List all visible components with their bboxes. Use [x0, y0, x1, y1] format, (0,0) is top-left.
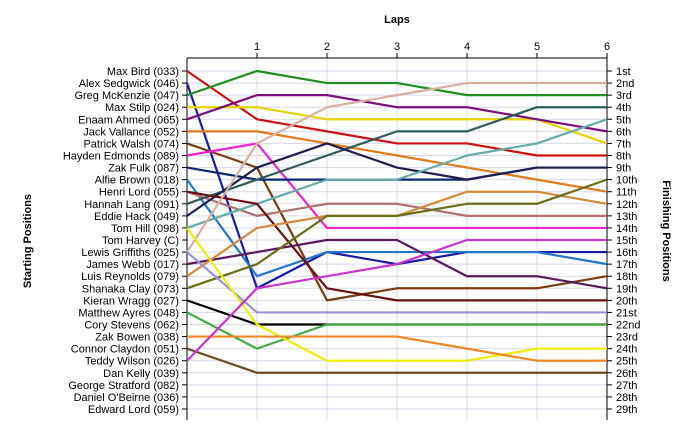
starting-driver-labels: Max Bird (033)Alex Sedgwick (046)Greg Mc… — [63, 66, 179, 416]
series-line — [186, 238, 608, 290]
finishing-position-label: 13th — [616, 211, 637, 223]
driver-label: Teddy Wilson (026) — [85, 356, 179, 368]
driver-label: Hannah Lang (091) — [84, 199, 179, 211]
lap-tick-label: 6 — [604, 41, 610, 53]
finishing-position-label: 11th — [616, 187, 637, 199]
finishing-position-label: 2nd — [616, 78, 634, 90]
series-lines — [185, 69, 608, 374]
driver-label: Tom Harvey (C) — [102, 235, 179, 247]
lap-tick-label: 3 — [394, 41, 400, 53]
series-line — [186, 190, 607, 302]
finishing-position-label: 9th — [616, 163, 631, 175]
finishing-position-label: 6th — [616, 126, 631, 138]
driver-label: James Webb (017) — [86, 259, 179, 271]
finishing-position-label: 8th — [616, 151, 631, 163]
finishing-position-label: 23rd — [616, 332, 638, 344]
finishing-position-label: 20th — [616, 295, 637, 307]
driver-label: Cory Stevens (062) — [84, 320, 179, 332]
driver-label: Greg McKenzie (047) — [74, 90, 179, 102]
lap-tick-label: 5 — [534, 41, 540, 53]
driver-label: Max Stilp (024) — [105, 102, 179, 114]
series-line — [186, 178, 608, 290]
finishing-position-label: 22nd — [616, 320, 640, 332]
driver-label: Lewis Griffiths (025) — [81, 247, 179, 259]
series-line — [186, 227, 607, 362]
finishing-position-label: 24th — [616, 344, 637, 356]
driver-label: Hayden Edmonds (089) — [63, 151, 179, 163]
series-line — [186, 81, 607, 253]
chart-title: Laps — [384, 14, 410, 26]
finishing-position-label: 27th — [616, 380, 637, 392]
finishing-position-labels: 1st2nd3rd4th5th6th7th8th9th10th11th12th1… — [616, 66, 640, 416]
finishing-position-label: 12th — [616, 199, 637, 211]
driver-label: Shanaka Clay (073) — [82, 283, 179, 295]
series-line — [186, 347, 607, 374]
finishing-position-label: 21st — [616, 307, 637, 319]
lap-tick-label: 1 — [254, 41, 260, 53]
series-line — [186, 178, 608, 278]
driver-label: Edward Lord (059) — [88, 404, 179, 416]
series-line — [186, 142, 607, 217]
driver-label: Zak Fulk (087) — [108, 163, 179, 175]
driver-label: Alfie Brown (018) — [95, 175, 179, 187]
driver-label: Max Bird (033) — [107, 66, 179, 78]
driver-label: Eddie Hack (049) — [94, 211, 179, 223]
series-line — [186, 70, 607, 157]
finishing-position-label: 16th — [616, 247, 637, 259]
finishing-position-label: 3rd — [616, 90, 632, 102]
driver-label: Luis Reynolds (079) — [81, 271, 179, 283]
finishing-position-label: 18th — [616, 271, 637, 283]
driver-label: Kieran Wragg (027) — [83, 295, 179, 307]
driver-label: Matthew Ayres (048) — [78, 307, 179, 319]
series-line — [186, 311, 607, 350]
driver-label: George Stratford (082) — [68, 380, 179, 392]
finishing-position-label: 19th — [616, 283, 637, 295]
finishing-position-label: 5th — [616, 114, 631, 126]
driver-label: Dan Kelly (039) — [103, 368, 179, 380]
series-line — [187, 130, 608, 193]
finishing-positions-label: Finishing Positions — [660, 180, 672, 281]
finishing-position-label: 1st — [616, 66, 631, 78]
finishing-position-label: 14th — [616, 223, 637, 235]
finishing-position-label: 10th — [616, 175, 637, 187]
driver-label: Enaam Ahmed (065) — [78, 114, 179, 126]
finishing-position-label: 25th — [616, 356, 637, 368]
series-line — [186, 94, 608, 133]
finishing-position-label: 17th — [616, 259, 637, 271]
series-line — [186, 190, 607, 217]
series-line — [186, 251, 607, 314]
driver-label: Jack Vallance (052) — [83, 126, 179, 138]
finishing-position-label: 29th — [616, 404, 637, 416]
driver-label: Patrick Walsh (074) — [83, 138, 179, 150]
driver-label: Alex Sedgwick (046) — [79, 78, 179, 90]
finishing-position-label: 7th — [616, 138, 631, 150]
starting-positions-label: Starting Positions — [22, 194, 34, 288]
lap-tick-labels: 1 2 3 4 5 6 — [254, 41, 610, 58]
series-line — [186, 238, 607, 362]
finishing-position-label: 15th — [616, 235, 637, 247]
driver-label: Tom Hill (098) — [111, 223, 179, 235]
series-line — [186, 69, 607, 97]
lap-tick-label: 2 — [324, 41, 330, 53]
lap-tick-label: 4 — [464, 41, 470, 53]
driver-label: Zak Bowen (038) — [95, 332, 179, 344]
finishing-position-label: 26th — [616, 368, 637, 380]
finishing-position-label: 4th — [616, 102, 631, 114]
driver-label: Connor Claydon (051) — [71, 344, 179, 356]
series-line — [187, 335, 607, 362]
series-line — [186, 106, 607, 205]
finishing-position-label: 28th — [616, 392, 637, 404]
driver-label: Henri Lord (055) — [99, 187, 179, 199]
driver-label: Daniel O'Beirne (036) — [74, 392, 179, 404]
